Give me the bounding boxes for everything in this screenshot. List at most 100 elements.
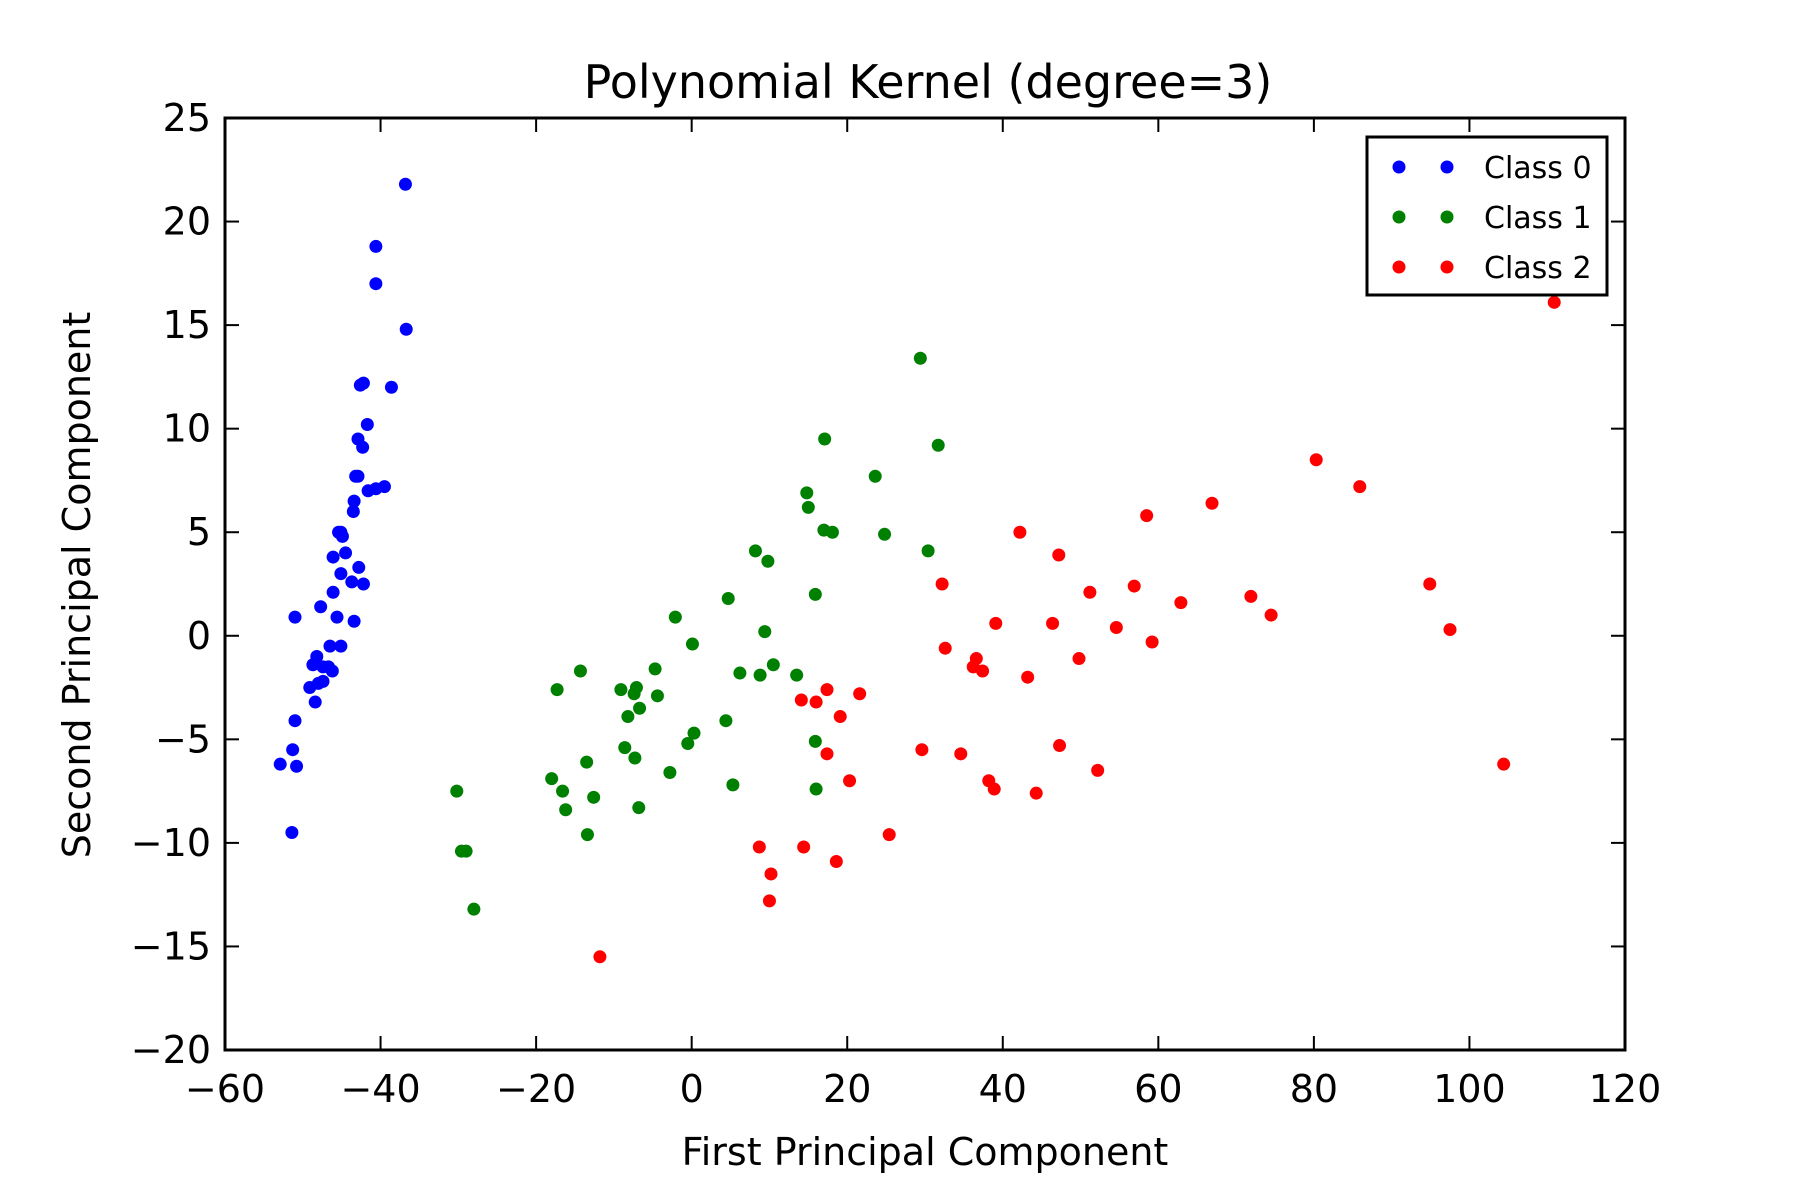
point-class-0 bbox=[290, 759, 304, 773]
point-class-1 bbox=[868, 469, 882, 483]
point-class-0 bbox=[361, 484, 375, 498]
point-class-1 bbox=[632, 801, 646, 815]
x-tick-label: 40 bbox=[979, 1067, 1027, 1111]
point-class-2 bbox=[593, 950, 607, 964]
point-class-2 bbox=[938, 641, 952, 655]
point-class-0 bbox=[288, 714, 302, 728]
point-class-2 bbox=[829, 855, 843, 869]
point-class-2 bbox=[1053, 739, 1067, 753]
x-tick-label: −20 bbox=[496, 1067, 576, 1111]
point-class-0 bbox=[346, 505, 360, 519]
point-class-2 bbox=[1443, 623, 1457, 637]
point-class-1 bbox=[681, 736, 695, 750]
point-class-2 bbox=[1021, 670, 1035, 684]
point-class-2 bbox=[1497, 757, 1511, 771]
legend: Class 0 Class 1 Class 2 bbox=[1365, 135, 1609, 297]
legend-marker-class-2 bbox=[1392, 260, 1406, 274]
x-tick-label: 60 bbox=[1134, 1067, 1182, 1111]
point-class-0 bbox=[285, 826, 299, 840]
point-class-1 bbox=[550, 683, 564, 697]
point-class-0 bbox=[347, 494, 361, 508]
y-axis-label: Second Principal Component bbox=[55, 312, 99, 859]
point-class-0 bbox=[398, 177, 412, 191]
point-class-2 bbox=[764, 867, 778, 881]
point-class-0 bbox=[273, 757, 287, 771]
point-class-2 bbox=[1140, 509, 1154, 523]
y-tick-label: −15 bbox=[131, 924, 211, 968]
point-class-2 bbox=[797, 840, 811, 854]
point-class-1 bbox=[618, 741, 632, 755]
point-class-2 bbox=[809, 695, 823, 709]
chart-title: Polynomial Kernel (degree=3) bbox=[584, 55, 1273, 109]
point-class-2 bbox=[976, 664, 990, 678]
point-class-0 bbox=[314, 600, 328, 614]
point-class-0 bbox=[288, 610, 302, 624]
point-class-1 bbox=[808, 734, 822, 748]
point-class-1 bbox=[627, 687, 641, 701]
point-class-1 bbox=[801, 500, 815, 514]
point-class-1 bbox=[809, 782, 823, 796]
point-class-1 bbox=[628, 751, 642, 765]
series-class-1 bbox=[450, 351, 945, 916]
point-class-2 bbox=[1547, 295, 1561, 309]
point-class-1 bbox=[614, 683, 628, 697]
x-tick-label: −60 bbox=[185, 1067, 265, 1111]
point-class-1 bbox=[733, 666, 747, 680]
point-class-1 bbox=[467, 902, 481, 916]
x-tick-label: 20 bbox=[823, 1067, 871, 1111]
legend-box bbox=[1365, 135, 1609, 297]
point-class-0 bbox=[356, 440, 370, 454]
point-class-1 bbox=[573, 664, 587, 678]
point-class-1 bbox=[450, 784, 464, 798]
point-class-0 bbox=[308, 695, 322, 709]
point-class-1 bbox=[808, 587, 822, 601]
point-class-2 bbox=[915, 743, 929, 757]
point-class-1 bbox=[748, 544, 762, 558]
point-class-1 bbox=[766, 658, 780, 672]
y-tick-label: −5 bbox=[155, 717, 211, 761]
point-class-0 bbox=[369, 277, 383, 291]
point-class-2 bbox=[1145, 635, 1159, 649]
point-class-1 bbox=[721, 591, 735, 605]
point-class-2 bbox=[762, 894, 776, 908]
y-tick-label: 15 bbox=[163, 303, 211, 347]
point-class-2 bbox=[989, 616, 1003, 630]
x-tick-label: 100 bbox=[1433, 1067, 1506, 1111]
legend-marker-class-0 bbox=[1392, 160, 1406, 174]
x-tick-label: 120 bbox=[1589, 1067, 1662, 1111]
point-class-0 bbox=[286, 743, 300, 757]
point-class-0 bbox=[326, 585, 340, 599]
point-class-1 bbox=[913, 351, 927, 365]
point-class-1 bbox=[685, 637, 699, 651]
point-class-1 bbox=[545, 772, 559, 786]
point-class-0 bbox=[325, 664, 339, 678]
point-class-2 bbox=[1013, 525, 1027, 539]
legend-label-class-0: Class 0 bbox=[1484, 151, 1592, 186]
point-class-0 bbox=[360, 418, 374, 432]
point-class-0 bbox=[334, 525, 348, 539]
y-tick-label: 5 bbox=[187, 510, 211, 554]
point-class-1 bbox=[758, 625, 772, 639]
point-class-0 bbox=[399, 322, 413, 336]
legend-marker-class-1 bbox=[1440, 210, 1454, 224]
point-class-1 bbox=[753, 668, 767, 682]
point-class-0 bbox=[377, 480, 391, 494]
point-class-2 bbox=[882, 828, 896, 842]
point-class-0 bbox=[323, 639, 337, 653]
point-class-1 bbox=[818, 432, 832, 446]
point-class-2 bbox=[1072, 652, 1086, 666]
point-class-2 bbox=[1244, 589, 1258, 603]
point-class-2 bbox=[853, 687, 867, 701]
point-class-2 bbox=[1309, 453, 1323, 467]
legend-label-class-2: Class 2 bbox=[1484, 251, 1592, 286]
point-class-1 bbox=[825, 525, 839, 539]
x-tick-label: −40 bbox=[340, 1067, 420, 1111]
x-axis-label: First Principal Component bbox=[682, 1130, 1169, 1174]
point-class-2 bbox=[1127, 579, 1141, 593]
point-class-2 bbox=[833, 710, 847, 724]
point-class-2 bbox=[820, 683, 834, 697]
y-tick-label: 10 bbox=[163, 407, 211, 451]
point-class-1 bbox=[621, 710, 635, 724]
point-class-2 bbox=[1046, 616, 1060, 630]
point-class-1 bbox=[687, 726, 701, 740]
